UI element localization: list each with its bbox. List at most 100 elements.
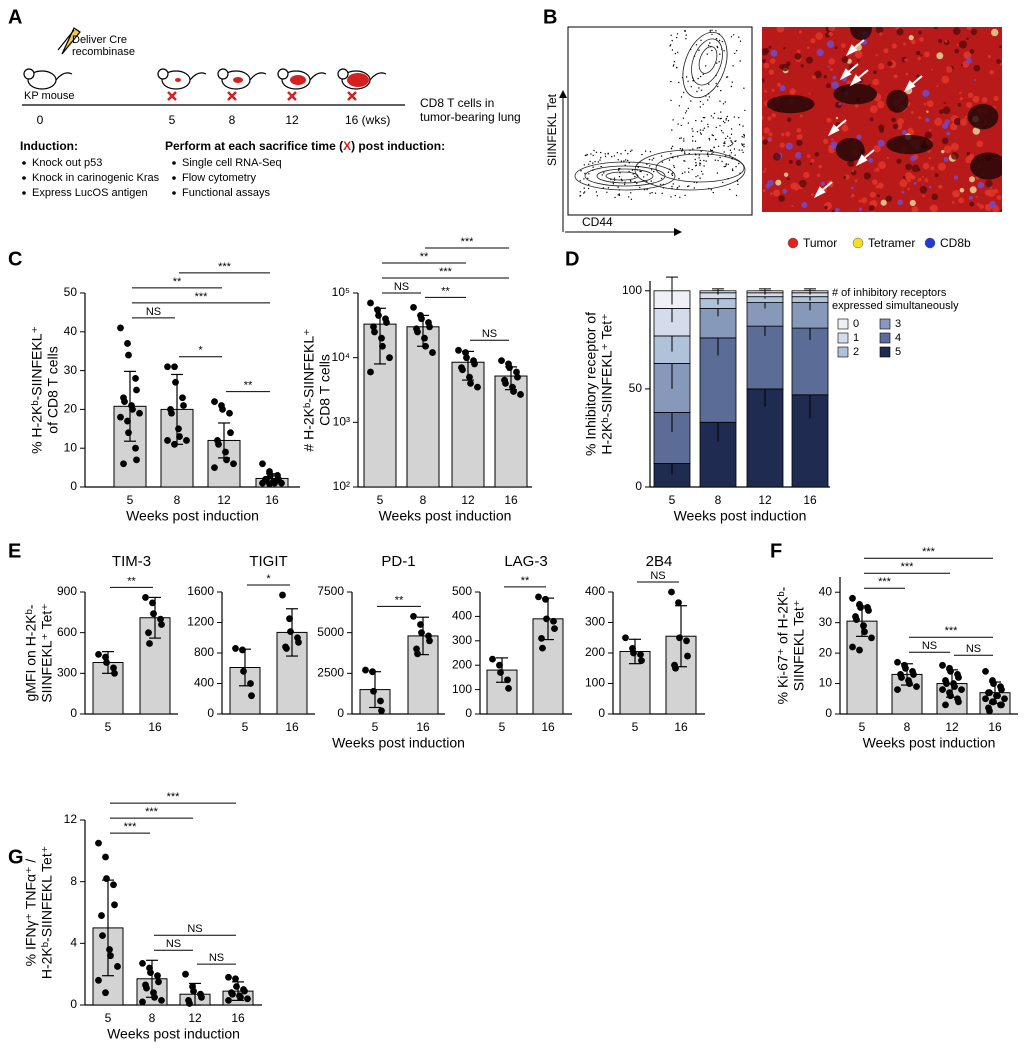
data-point (913, 683, 920, 690)
event-dot (697, 175, 699, 177)
event-dot (739, 60, 741, 62)
cell (977, 181, 985, 189)
mouse (217, 68, 267, 90)
data-point (279, 591, 286, 599)
cell (831, 209, 835, 212)
cell (810, 193, 814, 197)
data-point (939, 686, 946, 694)
event-dot (699, 106, 701, 108)
cell (964, 115, 968, 119)
significance-label: *** (167, 791, 181, 803)
data-point (860, 622, 867, 630)
event-dot (726, 115, 728, 118)
x-axis-label: Weeks post induction (674, 508, 807, 524)
event-dot (705, 95, 707, 97)
event-dot (618, 168, 620, 170)
event-dot (706, 53, 708, 55)
significance-label: NS (209, 952, 224, 964)
cell (926, 100, 934, 108)
x-tick-label: 5 (105, 720, 112, 734)
x-tick-label: 12 (461, 493, 475, 507)
cell (925, 117, 930, 123)
cell (826, 117, 832, 123)
data-point (414, 328, 421, 336)
event-dot (719, 100, 721, 102)
event-dot (721, 48, 723, 50)
data-point (120, 460, 127, 468)
event-dot (684, 152, 686, 155)
cell (896, 28, 904, 36)
cell (878, 161, 886, 170)
y-tick-label: 1600 (187, 584, 214, 598)
y-axis-label: of CD8 T cells (45, 346, 61, 433)
data-point (982, 695, 989, 703)
event-dot (690, 86, 692, 88)
cell (941, 75, 950, 84)
panel-label: D (565, 248, 579, 270)
data-point (466, 373, 473, 381)
y-tick-label: 0 (70, 479, 77, 493)
data-point (506, 364, 513, 372)
event-dot (718, 33, 720, 35)
event-dot (613, 155, 616, 157)
event-dot (681, 77, 684, 79)
event-dot (693, 181, 695, 183)
y-tick-label: 800 (194, 645, 214, 659)
event-dot (618, 189, 620, 191)
event-dot (671, 173, 673, 175)
event-dot (692, 77, 694, 79)
event-dot (697, 77, 699, 80)
event-dot (620, 153, 622, 155)
cell (893, 74, 898, 79)
event-dot (732, 169, 734, 172)
cell (999, 45, 1002, 49)
event-dot (587, 177, 589, 180)
event-dot (677, 156, 679, 158)
significance-label: NS (922, 640, 937, 652)
data-point (240, 667, 247, 675)
cell (832, 75, 837, 80)
cell (999, 63, 1002, 66)
event-dot (723, 145, 725, 147)
syringe (57, 27, 81, 55)
event-dot (721, 160, 723, 163)
y-tick-label: 4 (70, 936, 77, 950)
event-dot (653, 170, 655, 173)
legend-label: 4 (895, 332, 901, 344)
event-dot (611, 156, 613, 158)
y-tick-label: 0 (207, 706, 214, 720)
x-tick-label: 16 (988, 720, 1002, 734)
data-point (283, 645, 290, 652)
data-point (429, 349, 436, 356)
event-dot (730, 128, 733, 130)
cell (831, 81, 840, 89)
event-dot (709, 46, 712, 48)
event-dot (743, 136, 745, 138)
data-point (675, 599, 682, 607)
data-point (154, 972, 161, 980)
event-dot (707, 155, 709, 157)
data-point (955, 674, 962, 681)
legend-swatch (852, 237, 864, 249)
cell (931, 193, 938, 200)
data-point (211, 398, 218, 406)
y-tick-label: 1200 (187, 615, 214, 629)
significance-label: * (266, 573, 271, 585)
event-dot (717, 159, 719, 162)
cell (911, 39, 916, 45)
cell (918, 116, 922, 120)
cell (835, 116, 839, 120)
cell (768, 138, 772, 142)
data-point (414, 650, 421, 658)
cell (873, 145, 881, 153)
event-dot (695, 162, 697, 164)
event-dot (607, 187, 610, 189)
event-dot (590, 153, 592, 155)
y-tick-label: 0 (70, 706, 77, 720)
event-dot (738, 36, 740, 38)
x-tick-label: 5 (372, 720, 379, 734)
cell (1000, 209, 1002, 212)
legend-swatch (879, 332, 891, 344)
event-dot (708, 96, 711, 98)
event-dot (673, 165, 675, 167)
